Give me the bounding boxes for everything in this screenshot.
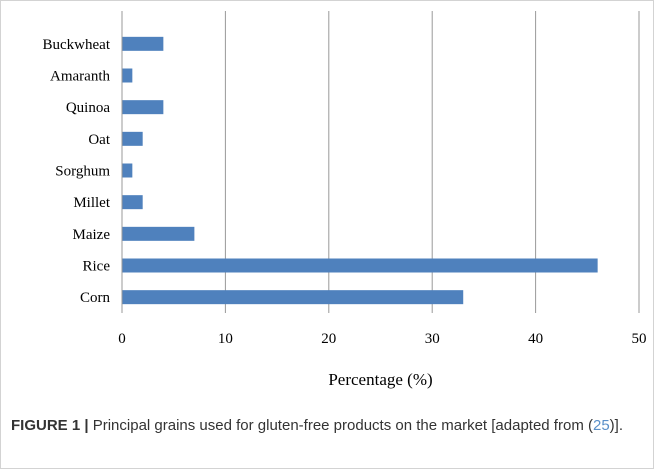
category-label: Buckwheat [43,37,111,53]
caption-text-before: Principal grains used for gluten-free pr… [88,417,593,434]
x-tick-labels: 0 10 20 30 40 50 [118,331,646,347]
x-tick-label: 20 [321,331,336,347]
x-tick-label: 40 [528,331,543,347]
x-axis-title: Percentage (%) [328,370,432,389]
category-label: Maize [73,227,111,243]
x-tick-label: 30 [425,331,440,347]
bar-buckwheat [122,36,164,51]
category-label: Amaranth [50,69,110,85]
bar-amaranth [122,68,133,83]
bar-corn [122,290,464,305]
reference-link[interactable]: 25 [592,417,610,434]
x-tick-label: 50 [632,331,647,347]
category-label: Rice [83,259,111,275]
figure-caption: FIGURE 1 | Principal grains used for glu… [11,415,641,437]
bars [122,36,598,305]
figure-label: FIGURE 1 | [11,417,89,434]
bar-millet [122,195,143,210]
bar-oat [122,131,143,146]
category-label: Sorghum [55,164,110,180]
x-tick-label: 10 [218,331,233,347]
bar-chart: Buckwheat Amaranth Quinoa Oat Sorghum Millet M… [43,11,647,389]
category-labels: Buckwheat Amaranth Quinoa Oat Sorghum Millet M… [43,37,111,306]
bar-maize [122,226,195,241]
category-label: Millet [73,195,110,211]
bar-rice [122,258,598,273]
bar-quinoa [122,100,164,115]
category-label: Quinoa [66,100,111,116]
bar-sorghum [122,163,133,178]
caption-text-after: )]. [609,417,624,434]
x-tick-label: 0 [118,331,126,347]
category-label: Oat [88,132,110,148]
category-label: Corn [80,290,111,306]
